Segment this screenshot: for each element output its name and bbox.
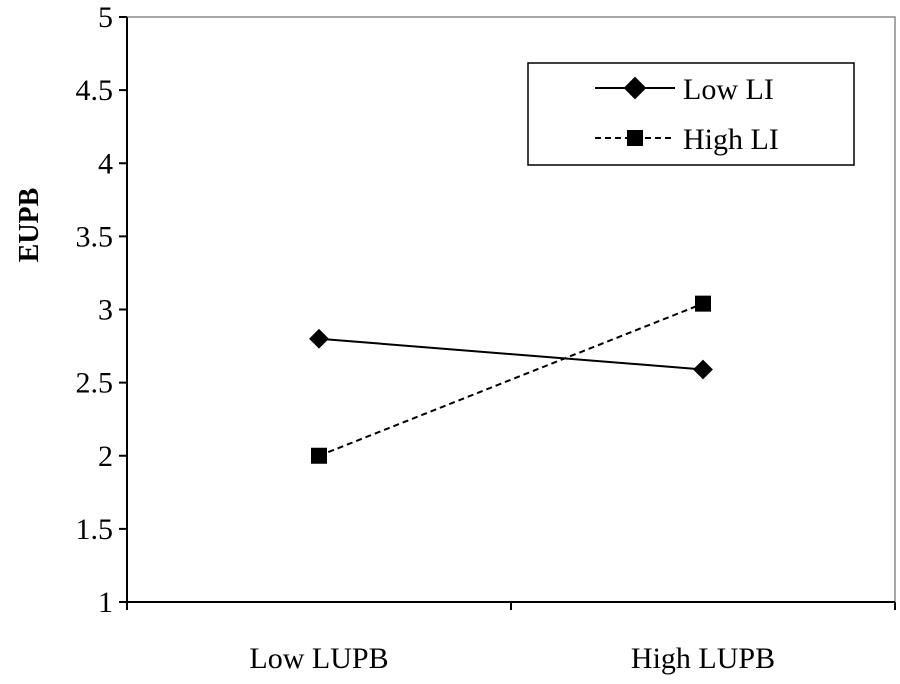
legend-high-li-square-icon bbox=[627, 130, 643, 146]
y-tick-label: 3.5 bbox=[76, 220, 114, 253]
y-tick-label: 5 bbox=[98, 1, 113, 34]
y-ticks: 1 1.5 2 2.5 3 3.5 4 4.5 5 bbox=[76, 1, 127, 619]
data-point-square bbox=[695, 295, 711, 312]
x-tick-label: High LUPB bbox=[631, 642, 775, 675]
legend-high-li-label: High LI bbox=[683, 123, 779, 156]
x-ticks: Low LUPB High LUPB bbox=[126, 602, 896, 675]
y-tick-label: 4 bbox=[98, 147, 113, 180]
y-tick-label: 2 bbox=[98, 440, 113, 473]
y-axis-title: EUPB bbox=[14, 188, 45, 263]
data-point-square bbox=[311, 447, 327, 464]
y-tick-label: 1.5 bbox=[76, 513, 114, 546]
series-layer bbox=[309, 295, 713, 464]
series-line-low-li bbox=[318, 337, 704, 371]
legend-entry-low-li: Low LI bbox=[595, 73, 774, 106]
y-tick-label: 3 bbox=[98, 294, 113, 327]
legend-box bbox=[527, 62, 855, 166]
y-tick-label: 1 bbox=[98, 586, 113, 619]
y-tick-label: 4.5 bbox=[76, 74, 114, 107]
legend: Low LI High LI bbox=[527, 62, 855, 166]
data-point-diamond bbox=[309, 328, 329, 349]
legend-low-li-diamond-icon bbox=[623, 76, 647, 100]
series-line-high-li bbox=[318, 302, 704, 457]
data-point-diamond bbox=[693, 359, 713, 380]
x-tick-label: Low LUPB bbox=[249, 642, 388, 675]
legend-low-li-label: Low LI bbox=[683, 73, 774, 106]
y-tick-label: 2.5 bbox=[76, 367, 114, 400]
legend-entry-high-li: High LI bbox=[595, 123, 779, 156]
